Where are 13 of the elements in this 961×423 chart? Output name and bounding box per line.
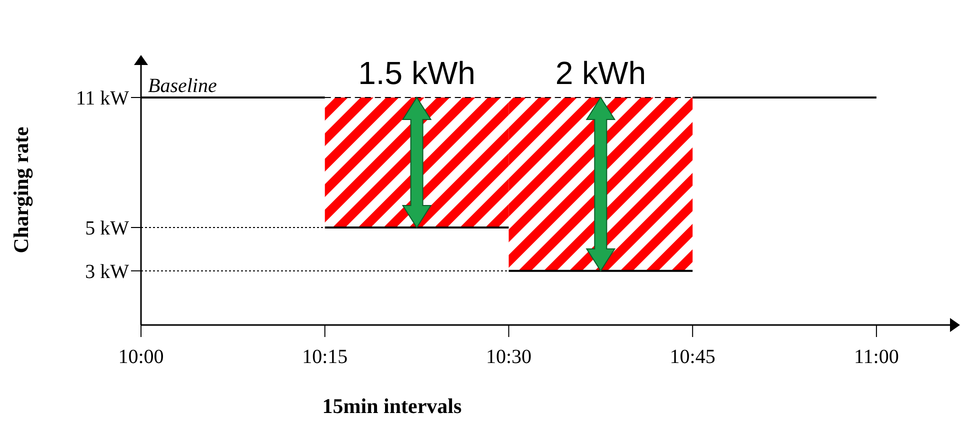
x-tick-label: 11:00 [854, 346, 899, 368]
x-tick-label: 10:30 [486, 346, 532, 368]
y-tick-label: 11 kW [76, 88, 130, 110]
x-axis-title: 15min intervals [322, 394, 462, 418]
y-axis-title: Charging rate [9, 126, 33, 254]
x-tick-label: 10:00 [118, 346, 164, 368]
y-tick-label: 5 kW [85, 218, 130, 240]
annotation: 2 kWh [555, 55, 646, 91]
annotation: Baseline [148, 75, 217, 97]
x-tick-label: 10:45 [670, 346, 716, 368]
annotation: 1.5 kWh [358, 55, 476, 91]
y-tick-label: 3 kW [85, 260, 130, 283]
x-tick-label: 10:15 [302, 346, 348, 368]
